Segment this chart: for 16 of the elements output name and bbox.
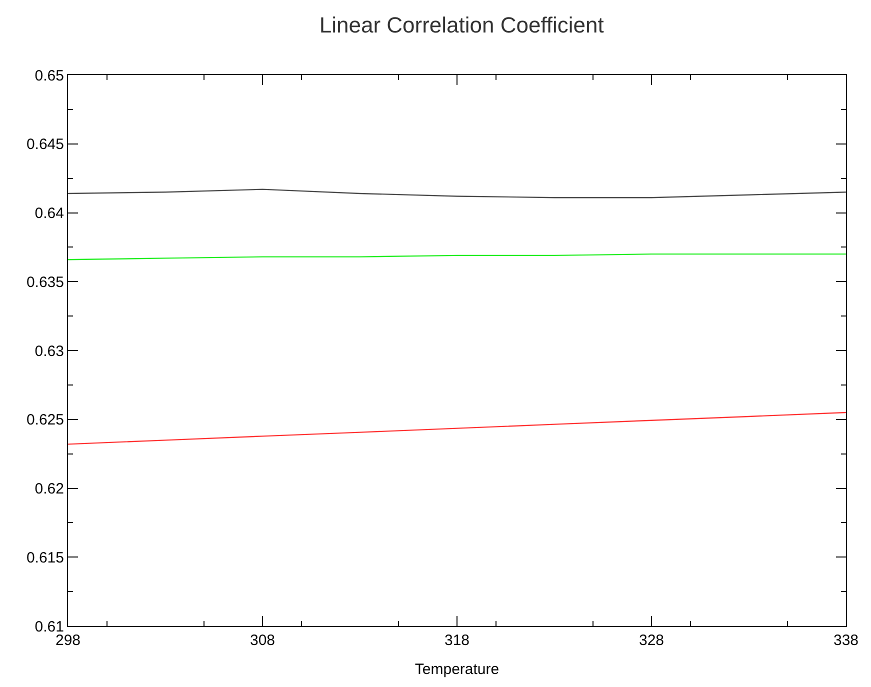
y-tick-label: 0.62 [34,480,64,498]
x-tick-label: 318 [444,632,470,649]
y-tick-label: 0.64 [34,205,64,222]
x-tick-label: 338 [833,632,859,649]
y-tick-label: 0.635 [26,274,64,291]
y-tick-label: 0.65 [34,67,64,84]
chart-title: Linear Correlation Coefficient [319,12,604,38]
y-tick-label: 0.615 [26,549,64,566]
x-tick-label: 328 [638,632,664,649]
line-series [68,188,846,198]
y-tick-label: 0.63 [34,342,64,360]
y-tick-label: 0.625 [26,412,64,429]
y-tick-label: 0.645 [26,136,64,154]
x-tick-label: 308 [250,632,276,649]
x-axis-title: Temperature [414,661,500,678]
line-series [68,412,846,445]
